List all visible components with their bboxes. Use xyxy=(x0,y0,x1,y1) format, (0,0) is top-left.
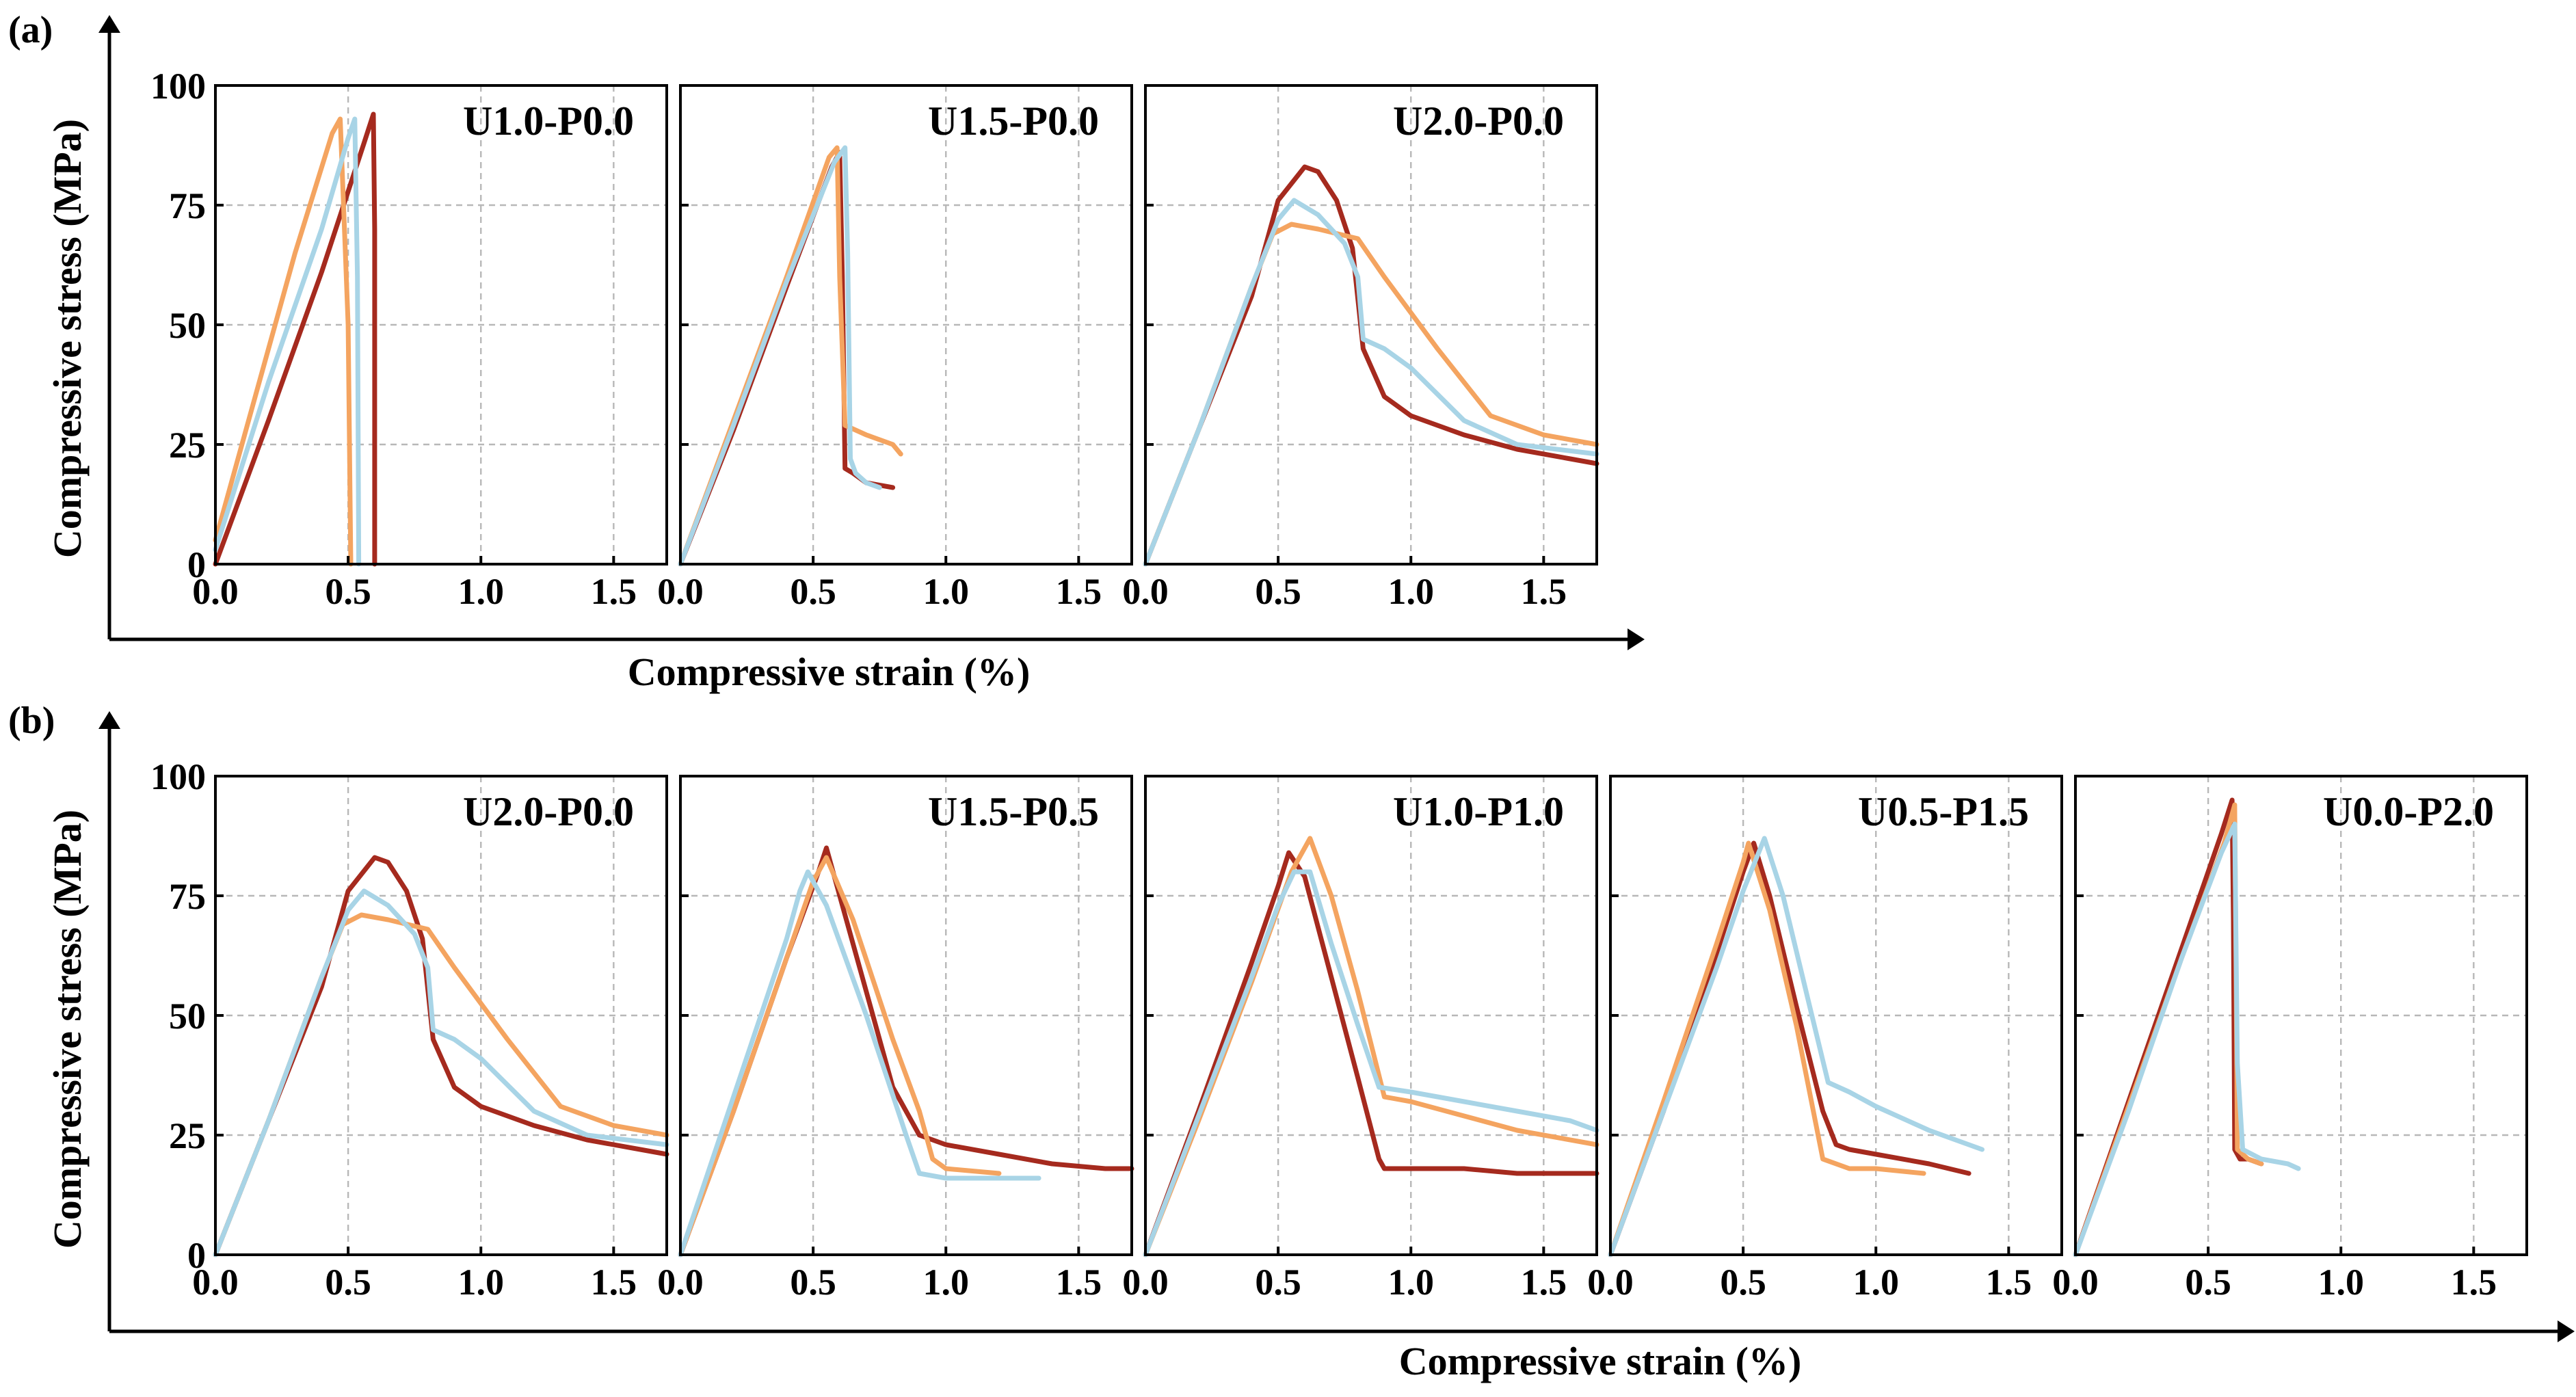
series-line-specimen-2 xyxy=(678,855,1002,1258)
y-tick-label: 50 xyxy=(169,305,206,346)
x-tick-label: 1.0 xyxy=(922,1262,969,1303)
subplot-title: U1.0-P1.0 xyxy=(1393,789,1564,834)
x-tick-label: 0.0 xyxy=(192,571,239,612)
subplot-b-u2-0-p0-0: 0.0 0.5 1.0 1.5 0 25 50 75 100 U2.0-P0.0 xyxy=(150,756,669,1303)
series-line-specimen-3 xyxy=(1143,869,1599,1258)
series-line-specimen-1 xyxy=(1608,840,1971,1258)
row-a-y-arrow xyxy=(98,15,120,33)
y-tick-label: 25 xyxy=(169,425,206,466)
x-tick-label: 1.5 xyxy=(1056,571,1102,612)
panel-label-a: (a) xyxy=(8,9,53,51)
row-b-x-label: Compressive strain (%) xyxy=(1399,1339,1802,1383)
x-tick-label: 0.0 xyxy=(657,571,704,612)
x-tick-label: 1.5 xyxy=(1986,1262,2032,1303)
row-b-y-label: Compressive stress (MPa) xyxy=(45,810,90,1249)
x-tick-label: 0.5 xyxy=(2185,1262,2231,1303)
x-tick-label: 1.5 xyxy=(591,1262,637,1303)
x-tick-label: 0.5 xyxy=(1255,1262,1301,1303)
series-line-specimen-3 xyxy=(1143,198,1599,567)
row-b-x-arrow xyxy=(2558,1320,2575,1342)
subplot-b-u1-0-p1-0: 0.0 0.5 1.0 1.5 U1.0-P1.0 xyxy=(1122,775,1599,1303)
row-a-y-label: Compressive stress (MPa) xyxy=(45,119,90,558)
series-line-specimen-3 xyxy=(213,888,669,1258)
row-a-x-arrow xyxy=(1628,628,1645,650)
x-tick-label: 0.0 xyxy=(192,1262,239,1303)
subplot-a-u1-5-p0-0: 0.0 0.5 1.0 1.5 U1.5-P0.0 xyxy=(657,84,1133,612)
series-line-specimen-3 xyxy=(213,116,362,567)
y-tick-label: 75 xyxy=(169,185,206,226)
x-tick-label: 1.0 xyxy=(1387,571,1434,612)
subplot-a-u2-0-p0-0: 0.0 0.5 1.0 1.5 U2.0-P0.0 xyxy=(1122,84,1599,612)
subplot-title: U1.5-P0.5 xyxy=(928,789,1099,834)
series-line-specimen-2 xyxy=(213,116,354,567)
x-tick-label: 1.5 xyxy=(1521,1262,1567,1303)
panel-label-b: (b) xyxy=(8,700,55,742)
x-tick-label: 0.0 xyxy=(1587,1262,1634,1303)
y-tick-label: 25 xyxy=(169,1115,206,1156)
series-line-specimen-3 xyxy=(2073,821,2301,1258)
y-tick-label: 0 xyxy=(187,1235,206,1276)
x-tick-label: 1.0 xyxy=(922,571,969,612)
x-tick-label: 0.5 xyxy=(325,571,371,612)
subplot-b-u0-0-p2-0: 0.0 0.5 1.0 1.5 U0.0-P2.0 xyxy=(2052,775,2528,1303)
x-tick-label: 0.0 xyxy=(1122,1262,1169,1303)
x-tick-label: 1.5 xyxy=(1521,571,1567,612)
subplot-title: U0.0-P2.0 xyxy=(2323,789,2494,834)
subplot-title: U1.0-P0.0 xyxy=(463,98,634,144)
row-a-x-label: Compressive strain (%) xyxy=(628,650,1031,694)
subplot-b-u1-5-p0-5: 0.0 0.5 1.0 1.5 U1.5-P0.5 xyxy=(657,775,1134,1303)
x-tick-label: 0.5 xyxy=(1720,1262,1766,1303)
y-tick-label: 100 xyxy=(150,66,206,107)
subplot-title: U1.5-P0.0 xyxy=(928,98,1099,144)
subplot-title: U2.0-P0.0 xyxy=(1393,98,1564,144)
y-tick-label: 75 xyxy=(169,876,206,917)
series-line-specimen-3 xyxy=(678,869,1041,1258)
series-line-specimen-1 xyxy=(213,855,669,1258)
y-tick-label: 50 xyxy=(169,996,206,1037)
y-tick-label: 0 xyxy=(187,544,206,585)
subplot-title: U0.5-P1.5 xyxy=(1858,789,2029,834)
x-tick-label: 0.5 xyxy=(1255,571,1301,612)
x-tick-label: 1.5 xyxy=(591,571,637,612)
series-line-specimen-3 xyxy=(1608,836,1984,1258)
x-tick-label: 0.0 xyxy=(1122,571,1169,612)
x-tick-label: 1.5 xyxy=(1056,1262,1102,1303)
x-tick-label: 1.0 xyxy=(2318,1262,2364,1303)
series-line-specimen-1 xyxy=(1143,850,1599,1258)
x-tick-label: 0.5 xyxy=(790,571,836,612)
x-tick-label: 1.5 xyxy=(2451,1262,2497,1303)
row-b-y-arrow xyxy=(98,711,120,729)
x-tick-label: 0.0 xyxy=(2052,1262,2099,1303)
subplot-panels: 0.0 0.5 1.0 1.5 0 25 50 75 100 U1.0-P0.0 0.0 0.5 1.0… xyxy=(150,66,2528,1303)
x-tick-label: 1.0 xyxy=(457,571,504,612)
subplot-b-u0-5-p1-5: 0.0 0.5 1.0 1.5 U0.5-P1.5 xyxy=(1587,775,2063,1303)
series-line-specimen-2 xyxy=(1143,836,1599,1258)
subplot-title: U2.0-P0.0 xyxy=(463,789,634,834)
x-tick-label: 1.0 xyxy=(1387,1262,1434,1303)
series-line-specimen-2 xyxy=(678,145,903,567)
x-tick-label: 0.0 xyxy=(657,1262,704,1303)
x-tick-label: 1.0 xyxy=(1853,1262,1899,1303)
y-tick-label: 100 xyxy=(150,756,206,797)
series-line-specimen-1 xyxy=(213,111,377,567)
series-line-specimen-2 xyxy=(1608,840,1926,1258)
series-line-specimen-1 xyxy=(1143,164,1599,567)
series-line-specimen-3 xyxy=(678,145,882,567)
x-tick-label: 0.5 xyxy=(790,1262,836,1303)
series-line-specimen-1 xyxy=(678,150,896,567)
x-tick-label: 0.5 xyxy=(325,1262,371,1303)
x-tick-label: 1.0 xyxy=(457,1262,504,1303)
subplot-a-u1-0-p0-0: 0.0 0.5 1.0 1.5 0 25 50 75 100 U1.0-P0.0 xyxy=(150,66,668,612)
